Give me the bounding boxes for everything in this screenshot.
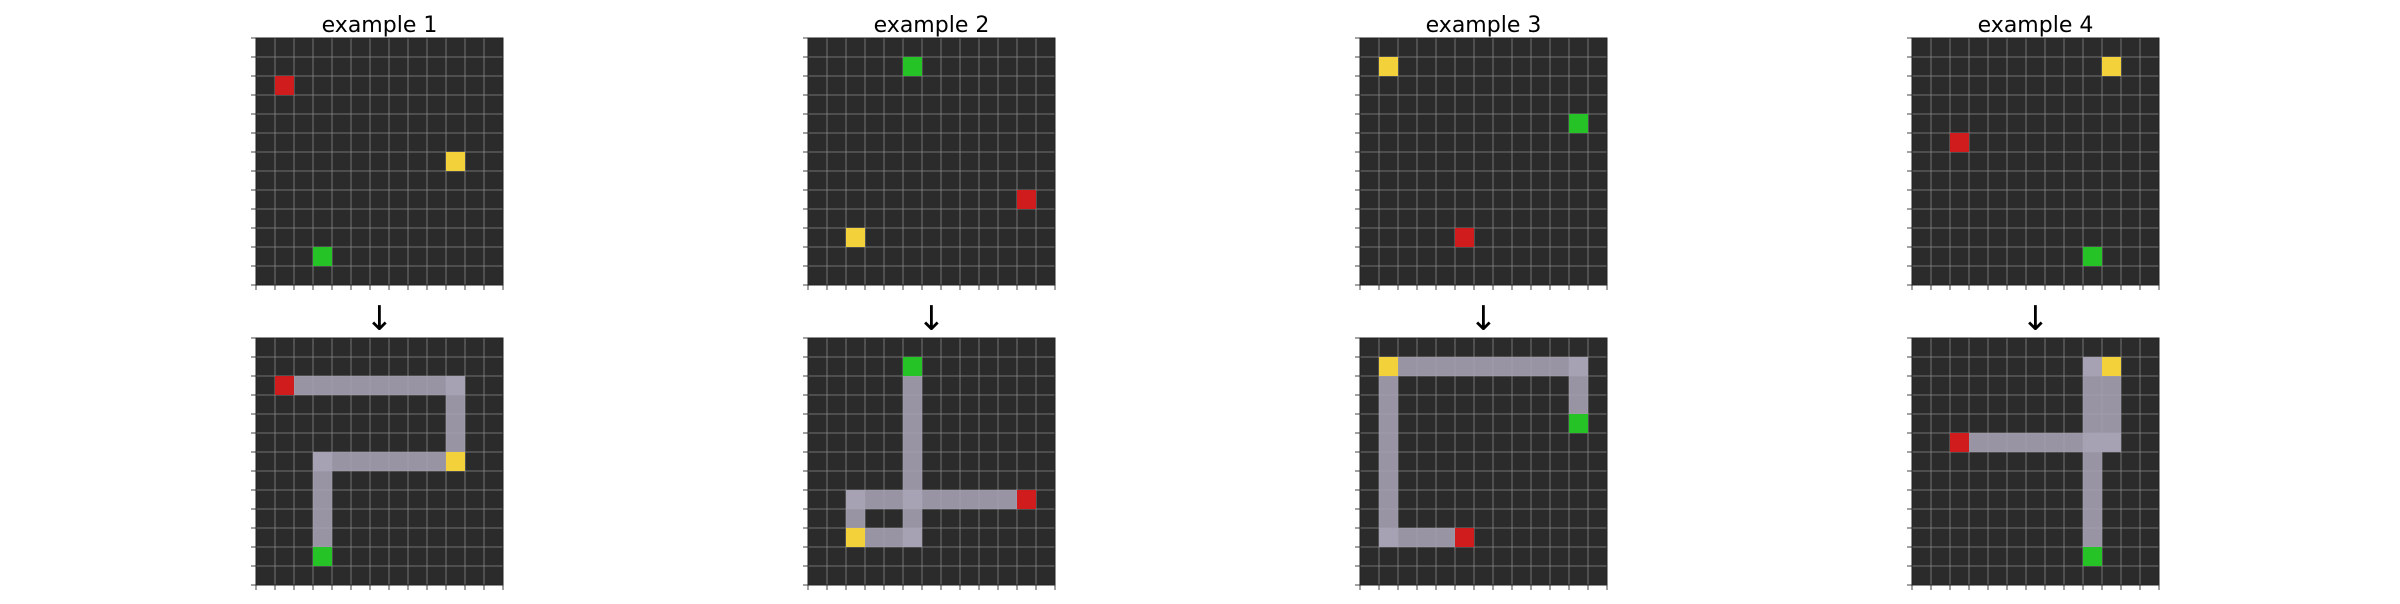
example-4-path-segment — [1950, 433, 2121, 452]
example-2-input-red-cell — [1017, 190, 1036, 209]
example-2-output-grid-background — [808, 338, 1055, 585]
example-4-output-grid-background — [1912, 338, 2159, 585]
example-3-input-red-cell — [1455, 228, 1474, 247]
example-2-input-grid — [803, 37, 1056, 290]
example-1-input-grid-frame — [255, 37, 504, 286]
example-4-output-yellow-cell — [2102, 357, 2121, 376]
example-1-input-green-cell — [313, 247, 332, 266]
example-1-path-segment — [446, 376, 465, 471]
example-4-input-green-cell — [2083, 247, 2102, 266]
example-3-title: example 3 — [1426, 13, 1542, 38]
example-2-input-yellow-cell — [846, 228, 865, 247]
example-2-output-grid-frame — [807, 337, 1056, 586]
example-2-input-grid-background — [808, 38, 1055, 285]
example-4-input-red-cell — [1950, 133, 1969, 152]
example-1-path-segment — [275, 376, 465, 395]
example-3-output-green-cell — [1569, 414, 1588, 433]
example-3-output-yellow-cell — [1379, 357, 1398, 376]
example-4-path-segment — [2102, 357, 2121, 452]
example-3-arrow-icon: ↓ — [1469, 299, 1498, 339]
example-3-output-red-cell — [1455, 528, 1474, 547]
example-4-title: example 4 — [1978, 13, 2094, 38]
example-1-output-green-cell — [313, 547, 332, 566]
example-4-input-yellow-cell — [2102, 57, 2121, 76]
example-3-input-grid-frame — [1359, 37, 1608, 286]
example-4-input-grid — [1907, 37, 2160, 290]
example-2-input-grid-frame — [807, 37, 1056, 286]
example-2-output-yellow-cell — [846, 528, 865, 547]
example-3-input-grid — [1355, 37, 1608, 290]
example-4-output-red-cell — [1950, 433, 1969, 452]
example-2-output-grid — [803, 337, 1056, 590]
example-1-output-yellow-cell — [446, 452, 465, 471]
example-4-output-green-cell — [2083, 547, 2102, 566]
example-2-output-green-cell — [903, 357, 922, 376]
example-4-output-grid — [1907, 337, 2160, 590]
example-1-input-yellow-cell — [446, 152, 465, 171]
example-2-title: example 2 — [874, 13, 990, 38]
example-1-input-red-cell — [275, 76, 294, 95]
example-2-output-red-cell — [1017, 490, 1036, 509]
example-4-arrow-icon: ↓ — [2021, 299, 2050, 339]
example-3-output-grid — [1355, 337, 1608, 590]
example-3-path-segment — [1379, 357, 1588, 376]
example-3-input-grid-background — [1360, 38, 1607, 285]
example-1-output-grid — [251, 337, 504, 590]
example-1-title: example 1 — [322, 13, 438, 38]
example-3-input-yellow-cell — [1379, 57, 1398, 76]
example-1-input-grid-background — [256, 38, 503, 285]
example-3-path-segment — [1379, 528, 1474, 547]
example-2-path-segment — [903, 357, 922, 509]
example-1-input-grid — [251, 37, 504, 290]
example-4-input-grid-frame — [1911, 37, 2160, 286]
example-2-path-segment — [903, 490, 1036, 509]
example-3-output-grid-frame — [1359, 337, 1608, 586]
example-1-path-segment — [313, 452, 465, 471]
example-1-output-red-cell — [275, 376, 294, 395]
example-3-input-green-cell — [1569, 114, 1588, 133]
example-1-path-segment — [313, 452, 332, 566]
example-1-output-grid-frame — [255, 337, 504, 586]
example-4-input-grid-background — [1912, 38, 2159, 285]
example-3-path-segment — [1379, 357, 1398, 547]
example-2-input-green-cell — [903, 57, 922, 76]
example-2-arrow-icon: ↓ — [917, 299, 946, 339]
example-1-arrow-icon: ↓ — [365, 299, 394, 339]
example-4-output-grid-frame — [1911, 337, 2160, 586]
example-4-path-segment — [2083, 357, 2102, 566]
